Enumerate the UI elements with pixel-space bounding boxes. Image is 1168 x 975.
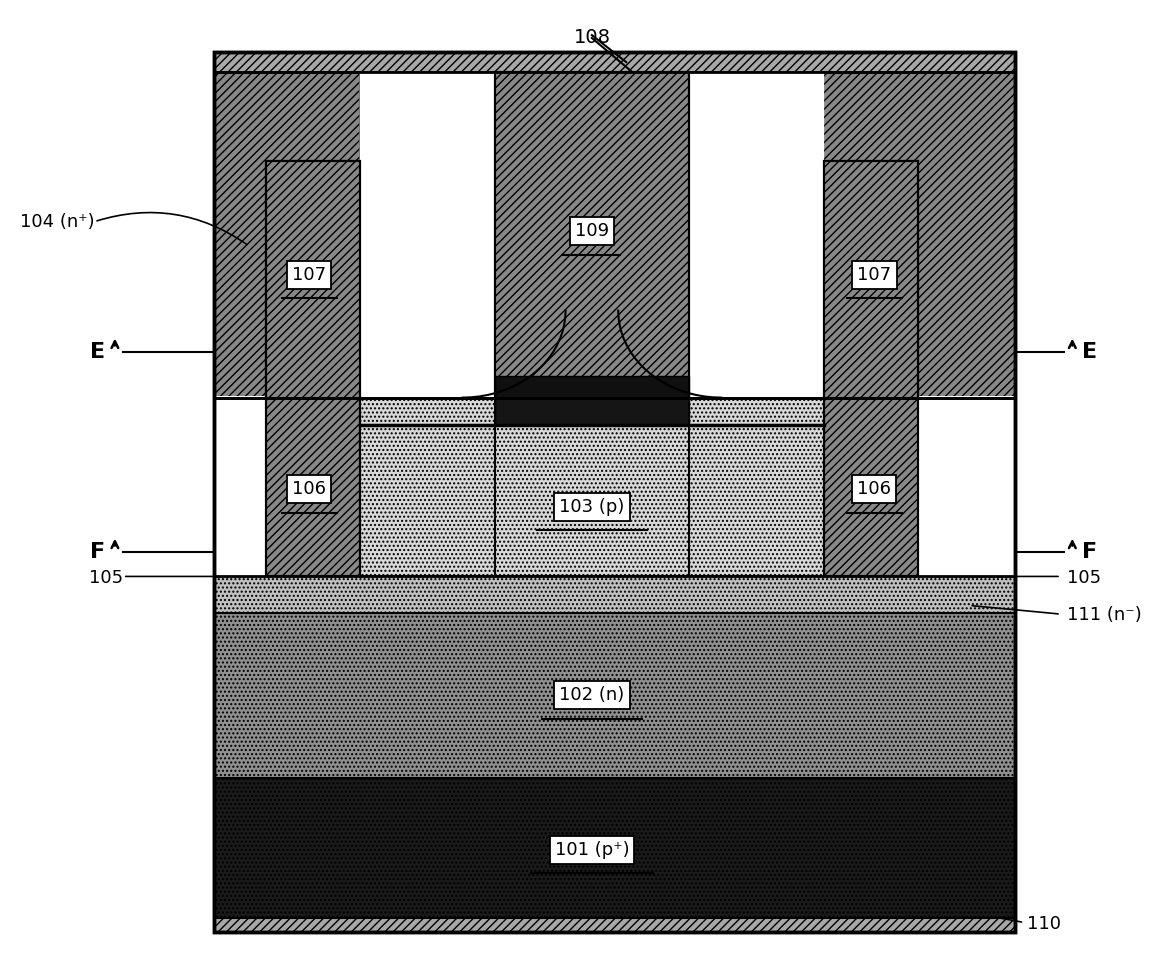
Text: 105: 105 [89, 569, 123, 587]
Bar [215, 72, 1015, 398]
Bar [215, 53, 1015, 932]
Bar [495, 376, 689, 398]
Text: 108: 108 [573, 28, 611, 48]
Text: 103 (p): 103 (p) [559, 498, 625, 516]
Text: 102 (n): 102 (n) [559, 686, 625, 704]
Bar [825, 161, 918, 398]
Bar [495, 398, 689, 425]
Text: 107: 107 [857, 266, 891, 284]
Bar [495, 72, 689, 398]
Bar [215, 53, 1015, 932]
PathPatch shape [360, 72, 565, 398]
Bar [215, 777, 1015, 917]
Bar [825, 161, 918, 398]
Text: 107: 107 [292, 266, 326, 284]
Bar [360, 72, 495, 398]
Bar [689, 72, 825, 398]
Text: E: E [90, 342, 105, 362]
Text: 109: 109 [575, 222, 609, 240]
Bar [360, 396, 825, 576]
Text: F: F [1082, 542, 1097, 563]
Bar [495, 373, 689, 398]
Text: 110: 110 [1027, 916, 1061, 933]
Bar [495, 72, 689, 398]
Bar [266, 396, 360, 576]
Text: 106: 106 [857, 481, 891, 498]
Text: E: E [1082, 342, 1097, 362]
Bar [215, 576, 1015, 613]
Text: 101 (p⁺): 101 (p⁺) [555, 841, 630, 859]
PathPatch shape [269, 72, 495, 320]
Text: 105: 105 [1066, 569, 1100, 587]
Bar [825, 396, 918, 576]
Bar [266, 161, 360, 398]
Bar [215, 613, 1015, 777]
Bar [360, 72, 495, 398]
Bar [215, 396, 1015, 576]
Text: 104 (n⁺): 104 (n⁺) [20, 213, 95, 231]
Bar [266, 161, 360, 398]
Text: F: F [90, 542, 105, 563]
Text: 111 (n⁻): 111 (n⁻) [1066, 606, 1141, 624]
Bar [215, 53, 1015, 932]
Bar [215, 72, 1015, 398]
PathPatch shape [618, 72, 825, 398]
Bar [689, 72, 825, 398]
Text: 106: 106 [292, 481, 326, 498]
